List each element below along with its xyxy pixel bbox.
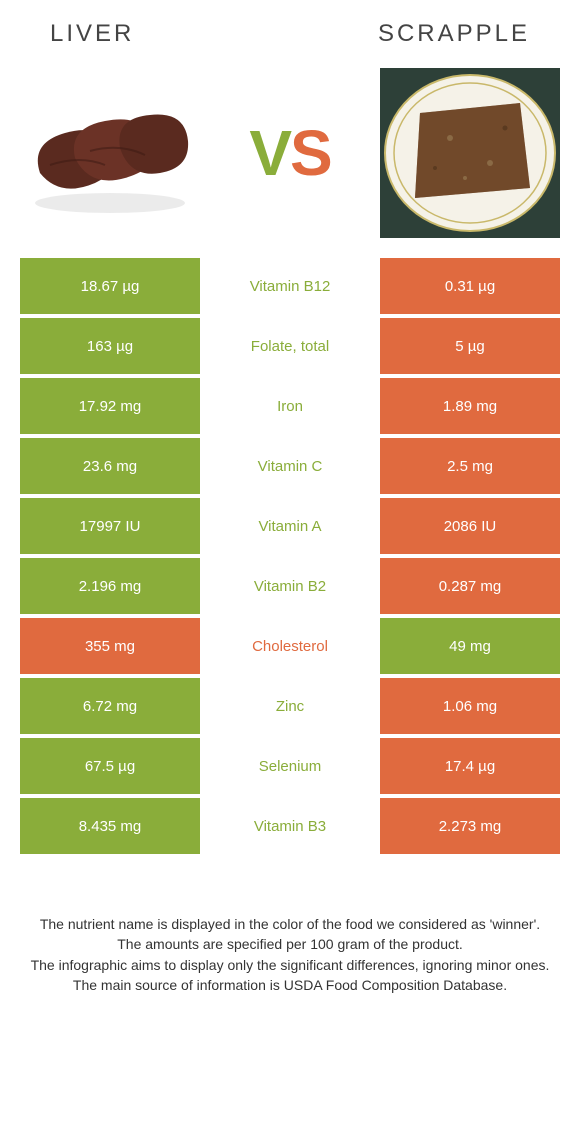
right-value: 5 µg bbox=[380, 318, 560, 374]
nutrient-label: Zinc bbox=[200, 678, 380, 734]
table-row: 6.72 mgZinc1.06 mg bbox=[20, 678, 560, 734]
right-value: 2086 IU bbox=[380, 498, 560, 554]
table-row: 17997 IUVitamin A2086 IU bbox=[20, 498, 560, 554]
title-right: SCRAPPLE bbox=[378, 20, 530, 48]
table-row: 17.92 mgIron1.89 mg bbox=[20, 378, 560, 434]
scrapple-image bbox=[380, 68, 560, 238]
left-value: 8.435 mg bbox=[20, 798, 200, 854]
right-value: 0.31 µg bbox=[380, 258, 560, 314]
footnote-line: The nutrient name is displayed in the co… bbox=[30, 914, 550, 934]
right-value: 2.5 mg bbox=[380, 438, 560, 494]
left-value: 355 mg bbox=[20, 618, 200, 674]
nutrient-label: Selenium bbox=[200, 738, 380, 794]
nutrient-label: Cholesterol bbox=[200, 618, 380, 674]
table-row: 355 mgCholesterol49 mg bbox=[20, 618, 560, 674]
nutrient-label: Vitamin C bbox=[200, 438, 380, 494]
vs-v: V bbox=[249, 117, 290, 189]
table-row: 8.435 mgVitamin B32.273 mg bbox=[20, 798, 560, 854]
vs-s: S bbox=[290, 117, 331, 189]
title-row: LIVER SCRAPPLE bbox=[20, 20, 560, 48]
nutrient-label: Vitamin B2 bbox=[200, 558, 380, 614]
left-value: 67.5 µg bbox=[20, 738, 200, 794]
footnotes: The nutrient name is displayed in the co… bbox=[20, 914, 560, 995]
nutrient-label: Vitamin B12 bbox=[200, 258, 380, 314]
right-value: 0.287 mg bbox=[380, 558, 560, 614]
left-value: 163 µg bbox=[20, 318, 200, 374]
left-value: 17997 IU bbox=[20, 498, 200, 554]
right-value: 17.4 µg bbox=[380, 738, 560, 794]
left-value: 6.72 mg bbox=[20, 678, 200, 734]
footnote-line: The amounts are specified per 100 gram o… bbox=[30, 934, 550, 954]
hero-row: VS bbox=[20, 68, 560, 238]
liver-image bbox=[20, 68, 200, 238]
right-value: 2.273 mg bbox=[380, 798, 560, 854]
left-value: 17.92 mg bbox=[20, 378, 200, 434]
table-row: 67.5 µgSelenium17.4 µg bbox=[20, 738, 560, 794]
nutrient-label: Vitamin B3 bbox=[200, 798, 380, 854]
right-value: 1.06 mg bbox=[380, 678, 560, 734]
nutrient-label: Vitamin A bbox=[200, 498, 380, 554]
table-row: 18.67 µgVitamin B120.31 µg bbox=[20, 258, 560, 314]
nutrient-table: 18.67 µgVitamin B120.31 µg163 µgFolate, … bbox=[20, 258, 560, 854]
title-left: LIVER bbox=[50, 20, 134, 48]
table-row: 2.196 mgVitamin B20.287 mg bbox=[20, 558, 560, 614]
left-value: 2.196 mg bbox=[20, 558, 200, 614]
table-row: 23.6 mgVitamin C2.5 mg bbox=[20, 438, 560, 494]
table-row: 163 µgFolate, total5 µg bbox=[20, 318, 560, 374]
right-value: 49 mg bbox=[380, 618, 560, 674]
nutrient-label: Iron bbox=[200, 378, 380, 434]
footnote-line: The infographic aims to display only the… bbox=[30, 955, 550, 975]
left-value: 23.6 mg bbox=[20, 438, 200, 494]
right-value: 1.89 mg bbox=[380, 378, 560, 434]
footnote-line: The main source of information is USDA F… bbox=[30, 975, 550, 995]
left-value: 18.67 µg bbox=[20, 258, 200, 314]
nutrient-label: Folate, total bbox=[200, 318, 380, 374]
vs-label: VS bbox=[249, 116, 330, 190]
